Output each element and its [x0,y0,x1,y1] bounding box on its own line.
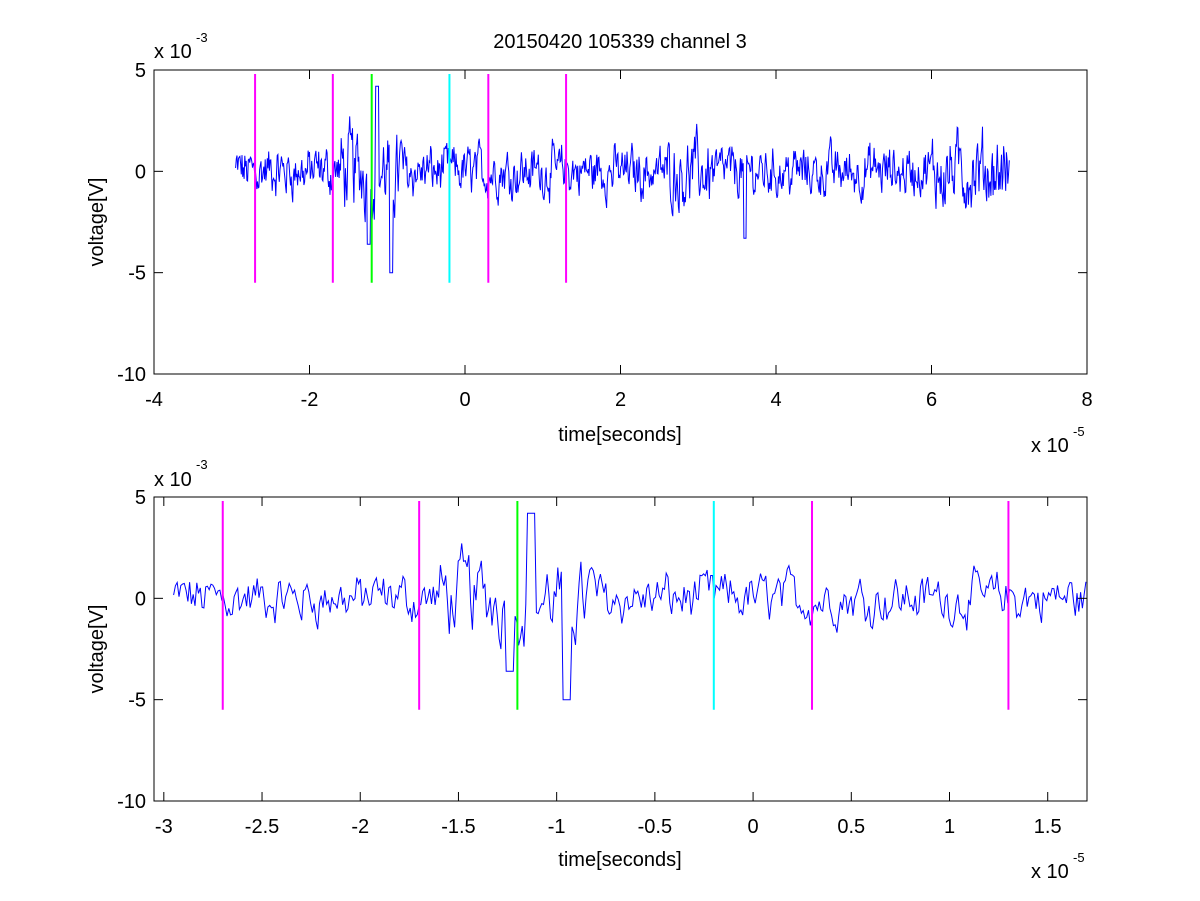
top-axes: -4 -2 0 2 4 6 8 -10 -5 0 5 time[seconds] voltage[V… [86,30,1093,457]
bottom-y-tick-label: 0 [135,588,146,610]
top-y-tick-label: 0 [135,161,146,183]
top-x-tick-label: 8 [1081,389,1092,411]
top-y-tick-label: -5 [128,263,146,285]
bottom-x-tick-label: -1.5 [441,816,475,838]
chart-title: 20150420 105339 channel 3 [493,31,747,53]
top-y-label: voltage[V] [86,178,108,267]
bottom-x-tick-label: 0.5 [837,816,865,838]
bottom-voltage-trace [173,512,1087,701]
top-x-tick-label: 2 [615,389,626,411]
top-x-label: time[seconds] [558,424,681,446]
bottom-x-label: time[seconds] [558,849,681,871]
bottom-x-exponent-base: x 10 [1031,861,1069,883]
top-x-exponent-base: x 10 [1031,435,1069,457]
top-y-tick-label: 5 [135,60,146,82]
bottom-x-tick-label: -3 [155,816,173,838]
bottom-x-tick-label: -0.5 [638,816,672,838]
bottom-x-tick-label: 0 [748,816,759,838]
bottom-x-tick-label: 1 [944,816,955,838]
top-x-tick-label: 0 [459,389,470,411]
top-y-tick-label: -10 [117,364,146,386]
top-x-tick-label: 4 [770,389,781,411]
top-voltage-trace [235,85,1010,274]
top-y-exponent-base: x 10 [154,41,192,63]
bottom-x-tick-label: -2 [351,816,369,838]
top-y-exponent: -3 [196,30,208,45]
bottom-y-label: voltage[V] [86,605,108,694]
bottom-y-exponent: -3 [196,457,208,472]
bottom-axes: -3 -2.5 -2 -1.5 -1 -0.5 0 0.5 1 1.5 -10 -5 0 5 time[s… [86,457,1088,883]
bottom-x-exponent: -5 [1073,850,1085,865]
top-x-exponent: -5 [1073,424,1085,439]
top-x-tick-label: -4 [145,389,163,411]
top-x-tick-label: 6 [926,389,937,411]
bottom-y-exponent-base: x 10 [154,469,192,491]
bottom-x-tick-label: 1.5 [1034,816,1062,838]
bottom-axes-frame [153,496,1088,802]
top-axes-frame [153,69,1088,375]
bottom-y-tick-label: -10 [117,791,146,813]
bottom-x-tick-label: -2.5 [245,816,279,838]
bottom-y-tick-label: -5 [128,690,146,712]
bottom-y-tick-label: 5 [135,487,146,509]
top-x-tick-label: -2 [301,389,319,411]
bottom-x-tick-label: -1 [548,816,566,838]
